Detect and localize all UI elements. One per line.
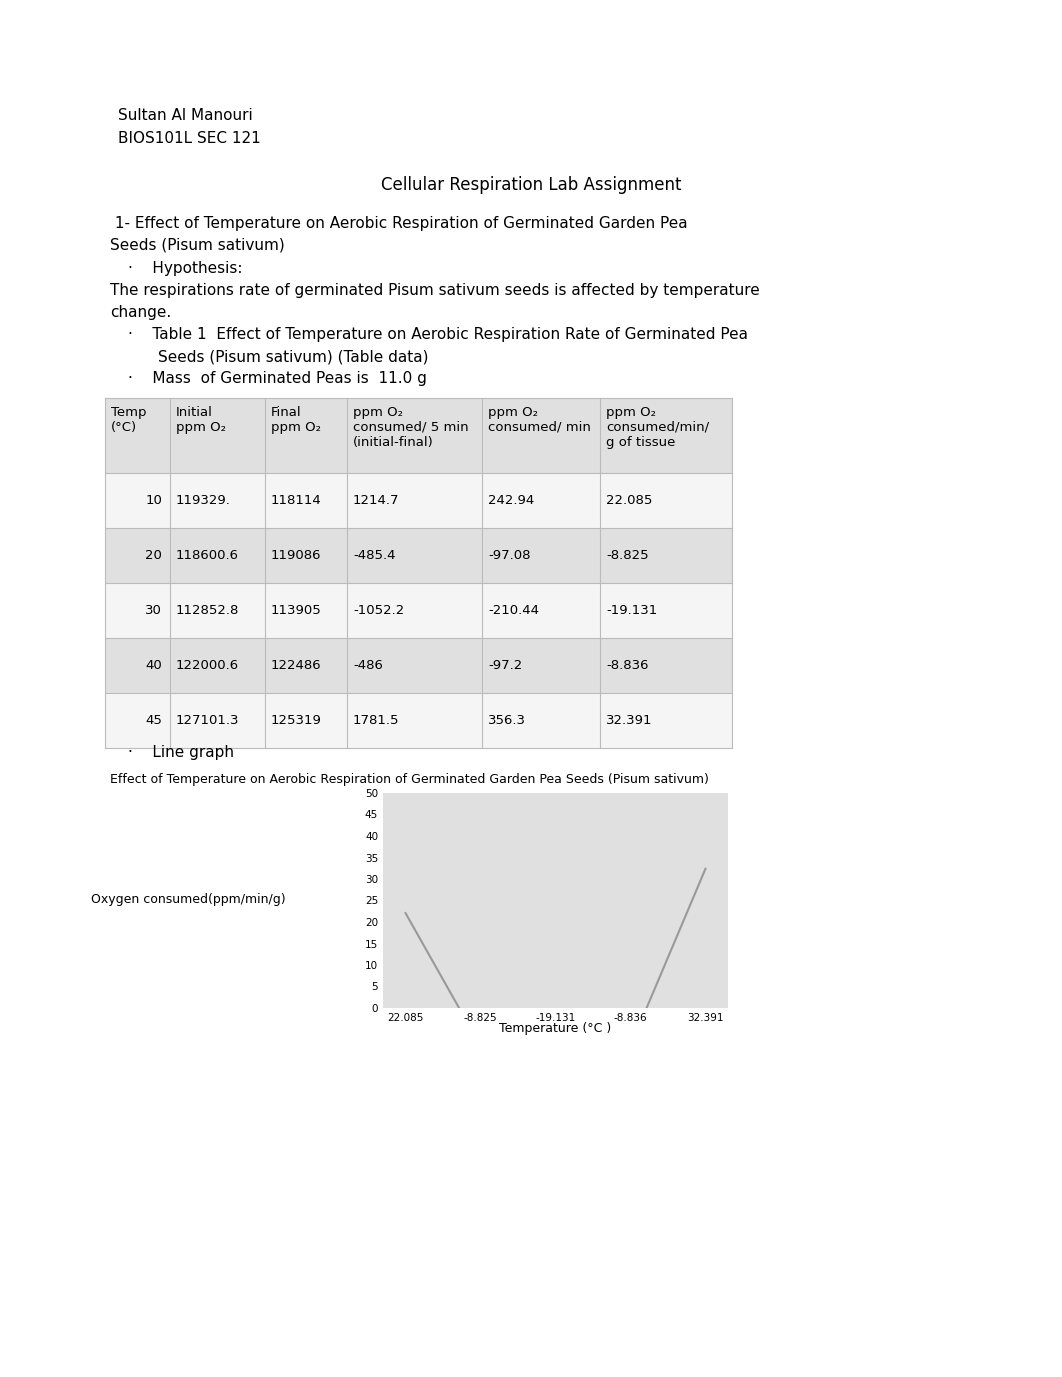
Text: -210.44: -210.44 xyxy=(489,605,539,617)
Bar xyxy=(105,474,732,527)
Text: ·    Mass  of Germinated Peas is  11.0 g: · Mass of Germinated Peas is 11.0 g xyxy=(129,370,427,386)
Text: Effect of Temperature on Aerobic Respiration of Germinated Garden Pea Seeds (Pis: Effect of Temperature on Aerobic Respira… xyxy=(110,772,708,786)
Text: 356.3: 356.3 xyxy=(489,715,526,727)
Text: 1214.7: 1214.7 xyxy=(353,494,399,507)
Text: ·    Line graph: · Line graph xyxy=(129,745,234,760)
Text: 112852.8: 112852.8 xyxy=(176,605,239,617)
Text: 10: 10 xyxy=(145,494,162,507)
Text: -8.836: -8.836 xyxy=(606,660,649,672)
Text: 127101.3: 127101.3 xyxy=(176,715,240,727)
Text: 22.085: 22.085 xyxy=(606,494,652,507)
Bar xyxy=(105,398,732,748)
Text: -97.2: -97.2 xyxy=(489,660,523,672)
Text: Initial
ppm O₂: Initial ppm O₂ xyxy=(176,406,226,434)
Text: ·    Hypothesis:: · Hypothesis: xyxy=(129,262,242,275)
Text: Temp
(°C): Temp (°C) xyxy=(112,406,147,434)
Text: -485.4: -485.4 xyxy=(353,549,395,562)
Bar xyxy=(105,638,732,693)
Text: 30: 30 xyxy=(145,605,162,617)
Text: 1- Effect of Temperature on Aerobic Respiration of Germinated Garden Pea: 1- Effect of Temperature on Aerobic Resp… xyxy=(110,216,687,231)
Text: 1781.5: 1781.5 xyxy=(353,715,399,727)
Text: Sultan Al Manouri: Sultan Al Manouri xyxy=(118,107,253,123)
Text: BIOS101L SEC 121: BIOS101L SEC 121 xyxy=(118,131,261,146)
Text: Seeds (Pisum sativum) (Table data): Seeds (Pisum sativum) (Table data) xyxy=(158,348,428,364)
Text: -8.825: -8.825 xyxy=(606,549,649,562)
Text: -1052.2: -1052.2 xyxy=(353,605,405,617)
Text: -97.08: -97.08 xyxy=(489,549,531,562)
Text: ppm O₂
consumed/min/
g of tissue: ppm O₂ consumed/min/ g of tissue xyxy=(606,406,709,449)
Text: change.: change. xyxy=(110,304,171,319)
Bar xyxy=(105,693,732,748)
Text: -486: -486 xyxy=(353,660,383,672)
Text: Temperature (°C ): Temperature (°C ) xyxy=(499,1022,611,1036)
Text: 122486: 122486 xyxy=(271,660,322,672)
Text: 242.94: 242.94 xyxy=(489,494,534,507)
Bar xyxy=(105,527,732,582)
Text: 122000.6: 122000.6 xyxy=(176,660,239,672)
Text: 118600.6: 118600.6 xyxy=(176,549,239,562)
Text: Oxygen consumed(ppm/min/g): Oxygen consumed(ppm/min/g) xyxy=(90,894,286,906)
Text: Final
ppm O₂: Final ppm O₂ xyxy=(271,406,321,434)
Text: 125319: 125319 xyxy=(271,715,322,727)
Text: Seeds (Pisum sativum): Seeds (Pisum sativum) xyxy=(110,238,285,253)
Text: -19.131: -19.131 xyxy=(606,605,657,617)
Text: The respirations rate of germinated Pisum sativum seeds is affected by temperatu: The respirations rate of germinated Pisu… xyxy=(110,284,759,297)
Text: ppm O₂
consumed/ min: ppm O₂ consumed/ min xyxy=(489,406,590,434)
Text: 32.391: 32.391 xyxy=(606,715,652,727)
Text: 118114: 118114 xyxy=(271,494,322,507)
Text: 119086: 119086 xyxy=(271,549,322,562)
Bar xyxy=(105,582,732,638)
Text: 40: 40 xyxy=(145,660,162,672)
Text: 20: 20 xyxy=(145,549,162,562)
Text: 113905: 113905 xyxy=(271,605,322,617)
Text: 45: 45 xyxy=(145,715,162,727)
Text: ppm O₂
consumed/ 5 min
(initial-final): ppm O₂ consumed/ 5 min (initial-final) xyxy=(353,406,468,449)
Text: Cellular Respiration Lab Assignment: Cellular Respiration Lab Assignment xyxy=(381,176,681,194)
Text: ·    Table 1  Effect of Temperature on Aerobic Respiration Rate of Germinated Pe: · Table 1 Effect of Temperature on Aerob… xyxy=(129,326,748,341)
Text: 119329.: 119329. xyxy=(176,494,230,507)
